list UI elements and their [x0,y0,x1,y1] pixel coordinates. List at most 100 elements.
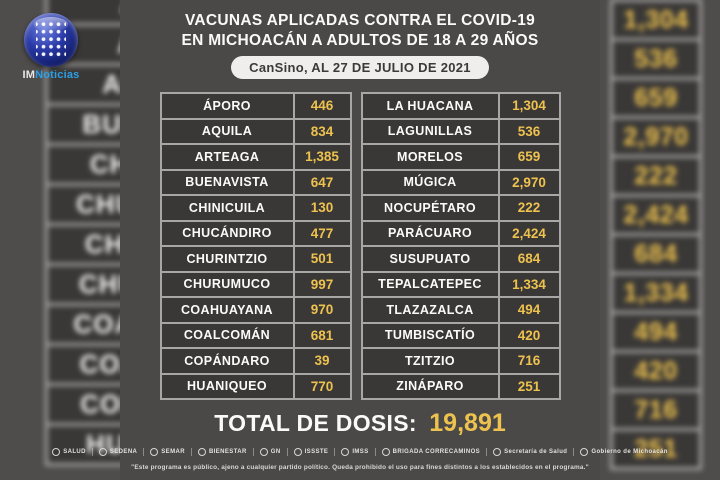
imnoticias-logo: IMNoticias [16,13,86,81]
title-line-2: EN MICHOACÁN A ADULTOS DE 18 A 29 AÑOS [181,32,539,49]
doses-cell: 1,334 [497,270,561,298]
table-row: LAGUNILLAS 536 [360,117,561,145]
institution-logos-strip: SALUD SEDENA SEMAR BIENESTAR GN ISSSTE I… [52,448,667,456]
doses-cell: 501 [292,245,352,273]
institution-emblem-icon [580,448,589,456]
municipality-cell: ÁPORO [159,92,295,120]
municipality-cell: MÚGICA [360,168,500,196]
institution-logo: Secretaría de Salud [487,448,575,456]
table-row: MÚGICA 2,970 [360,168,561,196]
imnoticias-sphere-icon [24,13,78,67]
doses-cell: 997 [292,270,352,298]
institution-logo-label: GN [270,449,281,455]
institution-logo-label: BIENESTAR [208,449,247,455]
doses-cell: 970 [292,296,352,324]
doses-tables: ÁPORO 446 AQUILA 834 ARTEAGA 1,385 BUENA… [120,92,600,400]
background-blur-right-column: 1,304 536 659 2,970 222 2,424 684 1,334 494 420 71… [610,0,702,470]
institution-emblem-icon [197,448,206,456]
institution-logo-label: ISSSTE [304,449,329,455]
blurred-name-cell: COPÁNDARO [45,383,120,426]
total-value: 19,891 [429,409,506,437]
table-row: NOCUPÉTARO 222 [360,194,561,222]
doses-cell: 494 [497,296,561,324]
legal-disclaimer: "Este programa es público, ajeno a cualq… [131,464,589,471]
blurred-value-cell: 536 [610,38,702,80]
background-blur-left-column: ÁPOROAQUILAARTEAGABUENAVISTACHINICUILACH… [45,0,120,466]
date-pill-row: CanSino, AL 27 DE JULIO DE 2021 [120,56,600,79]
doses-cell: 536 [497,117,561,145]
background-blur-left: ÁPOROAQUILAARTEAGABUENAVISTACHINICUILACH… [0,0,120,480]
doses-cell: 2,970 [497,168,561,196]
institution-logo: GN [254,448,288,456]
municipality-cell: TEPALCATEPEC [360,270,500,298]
doses-cell: 251 [497,372,561,400]
doses-cell: 716 [497,347,561,375]
municipality-cell: NOCUPÉTARO [360,194,500,222]
table-row: ARTEAGA 1,385 [159,143,352,171]
blurred-value-cell: 716 [610,389,702,431]
institution-logo-label: SEMAR [161,449,185,455]
municipality-cell: MORELOS [360,143,500,171]
municipality-cell: LA HUACANA [360,92,500,120]
institution-emblem-icon [293,448,302,456]
infographic-card: VACUNAS APLICADAS CONTRA EL COVID-19 EN … [52,0,667,480]
municipality-cell: PARÁCUARO [360,219,500,247]
doses-cell: 2,424 [497,219,561,247]
blurred-name-cell: BUENAVISTA [45,103,120,146]
table-row: HUANIQUEO 770 [159,372,352,400]
doses-cell: 222 [497,194,561,222]
municipality-cell: TUMBISCATÍO [360,321,500,349]
imnoticias-wordmark: IMNoticias [16,69,86,81]
municipality-cell: CHUCÁNDIRO [159,219,295,247]
blurred-name-cell: CHINICUILA [45,143,120,186]
municipality-cell: ARTEAGA [159,143,295,171]
institution-logo: SALUD [46,448,93,456]
table-row: ZINÁPARO 251 [360,372,561,400]
institution-emblem-icon [341,448,350,456]
table-row: SUSUPUATO 684 [360,245,561,273]
blurred-value-cell: 420 [610,350,702,392]
municipality-cell: CHINICUILA [159,194,295,222]
institution-logo: IMSS [335,448,376,456]
doses-cell: 39 [292,347,352,375]
table-row: TLAZAZALCA 494 [360,296,561,324]
blurred-name-cell: CHURUMUCO [45,263,120,306]
institution-emblem-icon [52,448,61,456]
institution-emblem-icon [493,448,502,456]
municipality-cell: AQUILA [159,117,295,145]
table-row: ÁPORO 446 [159,92,352,120]
title-line-1: VACUNAS APLICADAS CONTRA EL COVID-19 [184,12,536,29]
blurred-name-cell: HUANIQUEO [45,423,120,466]
table-row: CHINICUILA 130 [159,194,352,222]
table-row: COPÁNDARO 39 [159,347,352,375]
municipality-cell: SUSUPUATO [360,245,500,273]
sphere-dot-grid-icon [36,19,66,60]
institution-logo: SEDENA [93,448,145,456]
doses-cell: 684 [497,245,561,273]
blurred-value-cell: 659 [610,77,702,119]
institution-logo-label: SALUD [63,449,86,455]
blurred-value-cell: 2,970 [610,116,702,158]
table-row: CHUCÁNDIRO 477 [159,219,352,247]
municipality-cell: CHURINTZIO [159,245,295,273]
blurred-name-cell: CHUCÁNDIRO [45,183,120,226]
institution-logo: SEMAR [144,448,192,456]
institution-logo-label: Gobierno de Michoacán [591,449,668,455]
institution-logo: ISSSTE [288,448,336,456]
blurred-value-cell: 2,424 [610,194,702,236]
doses-cell: 446 [292,92,352,120]
doses-cell: 420 [497,321,561,349]
municipality-cell: COPÁNDARO [159,347,295,375]
doses-cell: 1,385 [292,143,352,171]
total-doses: TOTAL DE DOSIS: 19,891 [120,409,600,438]
blurred-value-cell: 1,334 [610,272,702,314]
doses-cell: 770 [292,372,352,400]
municipality-cell: COAHUAYANA [159,296,295,324]
background-blur-right: 1,304 536 659 2,970 222 2,424 684 1,334 494 420 71… [600,0,720,480]
table-row: BUENAVISTA 647 [159,168,352,196]
blurred-name-cell: CHURINTZIO [45,223,120,266]
municipality-cell: HUANIQUEO [159,372,295,400]
blurred-name-cell: COAHUAYANA [45,303,120,346]
doses-cell: 659 [497,143,561,171]
